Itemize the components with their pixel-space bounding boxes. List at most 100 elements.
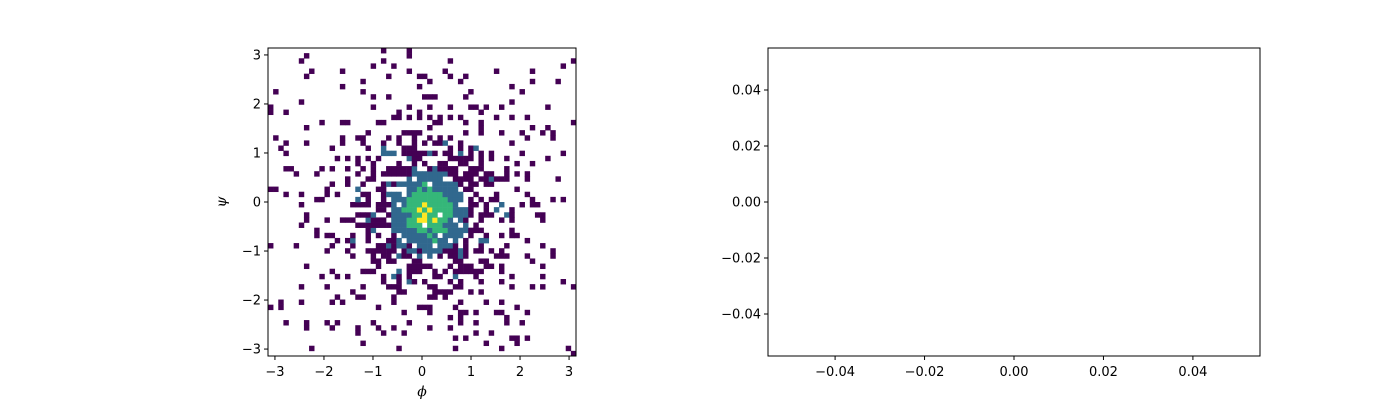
heatmap-cell bbox=[468, 89, 474, 95]
heatmap-cell bbox=[293, 243, 300, 249]
heatmap-cell bbox=[411, 186, 418, 193]
heatmap-cell bbox=[391, 243, 397, 249]
heatmap-cell bbox=[447, 186, 454, 193]
heatmap-cell bbox=[427, 78, 433, 85]
heatmap-cell bbox=[329, 243, 336, 249]
y-tick-label: −2 bbox=[242, 294, 261, 309]
heatmap-cell bbox=[493, 196, 500, 203]
y-tick-label: 0.00 bbox=[732, 196, 761, 211]
heatmap-cell bbox=[457, 284, 464, 290]
heatmap-cell bbox=[396, 114, 402, 121]
heatmap-cell bbox=[519, 150, 525, 157]
heatmap-cell bbox=[483, 202, 490, 208]
x-tick-label: −0.02 bbox=[905, 365, 945, 380]
heatmap-cell bbox=[329, 181, 336, 187]
heatmap-cell bbox=[303, 217, 310, 223]
heatmap-cell bbox=[303, 320, 310, 326]
heatmap-cell bbox=[488, 176, 495, 182]
heatmap-cell bbox=[509, 140, 515, 146]
heatmap-cell bbox=[396, 253, 402, 259]
heatmap-cell bbox=[416, 181, 423, 187]
heatmap-cell bbox=[386, 191, 392, 198]
heatmap-cell bbox=[411, 227, 418, 234]
heatmap-cell bbox=[365, 176, 371, 182]
heatmap-cell bbox=[468, 263, 474, 270]
heatmap-cell bbox=[416, 207, 423, 213]
heatmap-cell bbox=[329, 166, 336, 172]
heatmap-cell bbox=[324, 186, 330, 193]
heatmap-cell bbox=[422, 232, 428, 239]
heatmap-cell bbox=[411, 212, 418, 218]
heatmap-cell bbox=[365, 212, 371, 218]
heatmap-cell bbox=[406, 181, 413, 187]
heatmap-cell bbox=[314, 196, 320, 203]
heatmap-cell bbox=[473, 181, 479, 187]
heatmap-cell bbox=[478, 130, 484, 136]
heatmap-cell bbox=[365, 222, 371, 228]
heatmap-cell bbox=[442, 166, 448, 172]
heatmap-cell bbox=[360, 202, 366, 208]
heatmap-cell bbox=[473, 320, 479, 326]
heatmap-cell bbox=[452, 212, 459, 218]
heatmap-cell bbox=[545, 104, 551, 110]
heatmap-cell bbox=[355, 171, 361, 177]
heatmap-cell bbox=[447, 212, 454, 218]
heatmap-cell bbox=[416, 191, 423, 198]
heatmap-cell bbox=[375, 119, 382, 126]
heatmap-cell bbox=[391, 232, 397, 239]
heatmap-cell bbox=[396, 289, 402, 295]
heatmap-cell bbox=[365, 155, 371, 162]
heatmap-cell bbox=[555, 176, 561, 182]
heatmap-cell bbox=[370, 217, 377, 223]
heatmap-cell bbox=[452, 237, 459, 244]
heatmap-cell bbox=[447, 181, 454, 187]
heatmap-cell bbox=[550, 248, 556, 254]
x-tick-label: 0 bbox=[418, 365, 426, 380]
heatmap-cell bbox=[401, 166, 407, 172]
heatmap-cell bbox=[406, 150, 413, 157]
heatmap-cell bbox=[463, 309, 469, 316]
heatmap-cell bbox=[442, 294, 448, 300]
heatmap-cell bbox=[457, 314, 464, 321]
heatmap-cell bbox=[355, 294, 361, 300]
heatmap-cell bbox=[406, 191, 413, 198]
heatmap-cell bbox=[411, 232, 418, 239]
heatmap-cell bbox=[463, 237, 469, 244]
heatmap-cell bbox=[375, 222, 382, 228]
heatmap-cell bbox=[365, 145, 371, 151]
heatmap-cell bbox=[452, 253, 459, 259]
heatmap-cell bbox=[478, 289, 484, 295]
heatmap-cell bbox=[452, 186, 459, 193]
empty-plot-y-ticks: −0.04 −0.02 0.00 0.02 0.04 bbox=[721, 84, 768, 323]
heatmap-cell bbox=[483, 232, 490, 239]
heatmap-cell bbox=[457, 268, 464, 275]
heatmap-cell bbox=[370, 258, 377, 264]
heatmap-cell bbox=[303, 53, 310, 59]
heatmap-cell bbox=[427, 125, 433, 131]
heatmap-cell bbox=[442, 227, 448, 234]
heatmap-cell bbox=[334, 273, 341, 280]
heatmap-cell bbox=[550, 253, 556, 259]
heatmap-cell bbox=[442, 248, 448, 254]
heatmap-cell bbox=[334, 294, 341, 300]
heatmap-cell bbox=[273, 135, 279, 141]
heatmap-cell bbox=[380, 222, 387, 228]
heatmap-cell bbox=[452, 243, 459, 249]
y-tick-label: 3 bbox=[253, 48, 261, 63]
heatmap-cell bbox=[442, 196, 448, 203]
heatmap-cell bbox=[457, 217, 464, 223]
heatmap-cell bbox=[396, 284, 402, 290]
heatmap-cell bbox=[391, 207, 397, 213]
heatmap-cell bbox=[488, 212, 495, 218]
heatmap-cell bbox=[457, 181, 464, 187]
heatmap-cell bbox=[345, 166, 351, 172]
heatmap-cell bbox=[268, 243, 274, 249]
heatmap-cell bbox=[406, 104, 413, 110]
heatmap-cell bbox=[437, 160, 443, 167]
heatmap-cell bbox=[499, 309, 505, 316]
heatmap-cell bbox=[504, 320, 510, 326]
heatmap-cell bbox=[401, 207, 407, 213]
heatmap-cell bbox=[360, 78, 366, 85]
heatmap-cell bbox=[278, 145, 284, 151]
